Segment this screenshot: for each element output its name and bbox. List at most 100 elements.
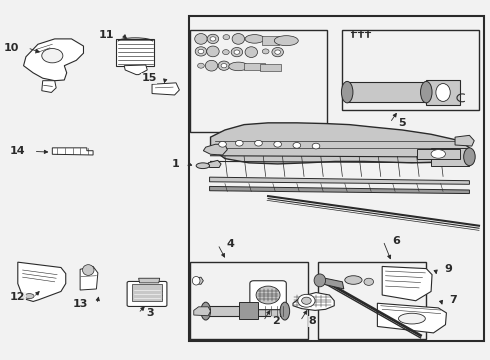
- Text: 12: 12: [9, 292, 25, 302]
- Ellipse shape: [229, 62, 248, 71]
- Ellipse shape: [219, 141, 226, 147]
- Polygon shape: [244, 63, 265, 70]
- FancyBboxPatch shape: [250, 281, 286, 310]
- Ellipse shape: [221, 64, 227, 68]
- Text: 7: 7: [449, 295, 457, 305]
- Polygon shape: [206, 306, 285, 316]
- Ellipse shape: [207, 34, 219, 44]
- Ellipse shape: [314, 274, 325, 287]
- Text: 10: 10: [3, 43, 19, 53]
- Ellipse shape: [298, 294, 315, 307]
- Polygon shape: [262, 36, 279, 45]
- Ellipse shape: [431, 150, 445, 158]
- Text: 9: 9: [444, 264, 452, 274]
- Text: 8: 8: [309, 316, 317, 326]
- Ellipse shape: [210, 37, 216, 41]
- Ellipse shape: [198, 49, 204, 54]
- Ellipse shape: [255, 140, 262, 146]
- Text: 5: 5: [398, 118, 406, 128]
- Bar: [191, 262, 308, 339]
- Polygon shape: [139, 278, 160, 283]
- Polygon shape: [124, 65, 147, 75]
- Text: 15: 15: [142, 73, 157, 83]
- Polygon shape: [152, 83, 179, 95]
- Ellipse shape: [312, 143, 320, 149]
- Ellipse shape: [464, 148, 475, 166]
- Polygon shape: [211, 123, 469, 164]
- Ellipse shape: [262, 49, 269, 54]
- Ellipse shape: [398, 313, 425, 324]
- Ellipse shape: [195, 47, 207, 56]
- Ellipse shape: [293, 143, 301, 148]
- Ellipse shape: [231, 48, 243, 57]
- Ellipse shape: [222, 50, 229, 55]
- Bar: [318, 262, 426, 339]
- Ellipse shape: [218, 61, 230, 70]
- Polygon shape: [382, 266, 432, 301]
- Ellipse shape: [245, 47, 258, 58]
- Polygon shape: [203, 144, 227, 155]
- Polygon shape: [210, 177, 469, 184]
- Bar: [343, 30, 479, 111]
- Polygon shape: [347, 82, 426, 103]
- Text: 4: 4: [226, 239, 234, 249]
- Ellipse shape: [274, 141, 281, 147]
- Ellipse shape: [205, 60, 218, 71]
- FancyBboxPatch shape: [127, 282, 167, 306]
- Text: 11: 11: [99, 30, 115, 40]
- Polygon shape: [320, 277, 344, 289]
- Bar: [189, 16, 484, 341]
- Polygon shape: [52, 148, 93, 155]
- Text: 13: 13: [73, 299, 88, 309]
- Polygon shape: [210, 186, 469, 194]
- Ellipse shape: [280, 302, 290, 320]
- Ellipse shape: [342, 81, 353, 103]
- Bar: [191, 30, 327, 132]
- Polygon shape: [24, 39, 83, 81]
- Polygon shape: [260, 64, 281, 71]
- Polygon shape: [377, 303, 446, 333]
- Text: 3: 3: [147, 308, 154, 318]
- Polygon shape: [18, 262, 66, 301]
- Ellipse shape: [201, 302, 211, 320]
- Polygon shape: [42, 81, 56, 93]
- Ellipse shape: [345, 276, 362, 284]
- Ellipse shape: [364, 278, 373, 285]
- Polygon shape: [194, 277, 203, 284]
- Ellipse shape: [223, 35, 230, 40]
- Ellipse shape: [236, 140, 243, 146]
- Polygon shape: [132, 284, 162, 301]
- Ellipse shape: [274, 36, 298, 46]
- Ellipse shape: [436, 84, 450, 102]
- Ellipse shape: [197, 63, 204, 68]
- Polygon shape: [239, 302, 259, 319]
- Ellipse shape: [256, 286, 280, 304]
- Ellipse shape: [275, 50, 281, 54]
- Polygon shape: [455, 135, 474, 146]
- Ellipse shape: [302, 297, 311, 304]
- Ellipse shape: [420, 81, 432, 103]
- Ellipse shape: [234, 50, 240, 54]
- Ellipse shape: [245, 35, 264, 43]
- Polygon shape: [426, 80, 460, 105]
- Polygon shape: [116, 39, 154, 66]
- Ellipse shape: [192, 276, 200, 285]
- Ellipse shape: [24, 294, 34, 298]
- Text: 1: 1: [172, 159, 179, 169]
- Polygon shape: [194, 307, 211, 316]
- Ellipse shape: [232, 33, 245, 44]
- Text: 14: 14: [9, 147, 25, 157]
- Ellipse shape: [42, 49, 63, 63]
- Polygon shape: [416, 149, 460, 159]
- Text: 2: 2: [272, 316, 280, 326]
- Polygon shape: [208, 160, 221, 167]
- Ellipse shape: [82, 265, 94, 275]
- Polygon shape: [80, 266, 98, 290]
- Ellipse shape: [196, 163, 210, 168]
- Ellipse shape: [207, 46, 219, 57]
- Ellipse shape: [272, 48, 283, 57]
- Ellipse shape: [195, 33, 207, 44]
- Text: 6: 6: [392, 236, 400, 246]
- Polygon shape: [431, 148, 469, 166]
- Polygon shape: [293, 293, 334, 310]
